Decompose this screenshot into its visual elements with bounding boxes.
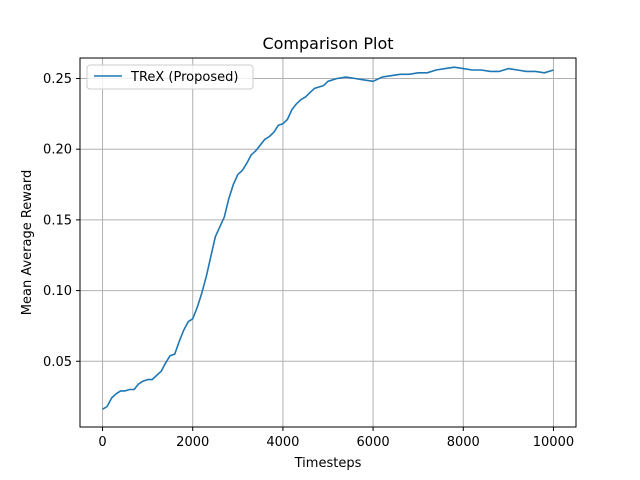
x-tick-label: 8000 [447,435,480,450]
x-tick-label: 2000 [176,435,209,450]
y-tick-label: 0.10 [43,284,72,299]
series-layer [102,66,554,410]
legend: TReX (Proposed) [86,64,254,90]
x-axis-label: Timesteps [294,456,362,471]
plot-frame [79,57,577,428]
x-tick-label: 10000 [533,435,574,450]
y-tick-label: 0.25 [43,72,72,87]
y-axis-label: Mean Average Reward [20,170,35,315]
legend-box [86,64,254,90]
x-tick-label: 4000 [266,435,299,450]
grid-layer [80,58,576,427]
x-tick-label: 0 [98,435,106,450]
y-tick-label: 0.20 [43,143,72,158]
y-tick-label: 0.05 [43,355,72,370]
series-line [102,66,554,410]
chart-title: Comparison Plot [262,34,393,53]
y-tick-label: 0.15 [43,213,72,228]
legend-label: TReX (Proposed) [130,70,238,85]
x-tick-label: 6000 [357,435,390,450]
tick-layer: 0 2000 4000 6000 8000 10000 0.05 0.10 0.15 0.20 0.… [43,72,574,450]
